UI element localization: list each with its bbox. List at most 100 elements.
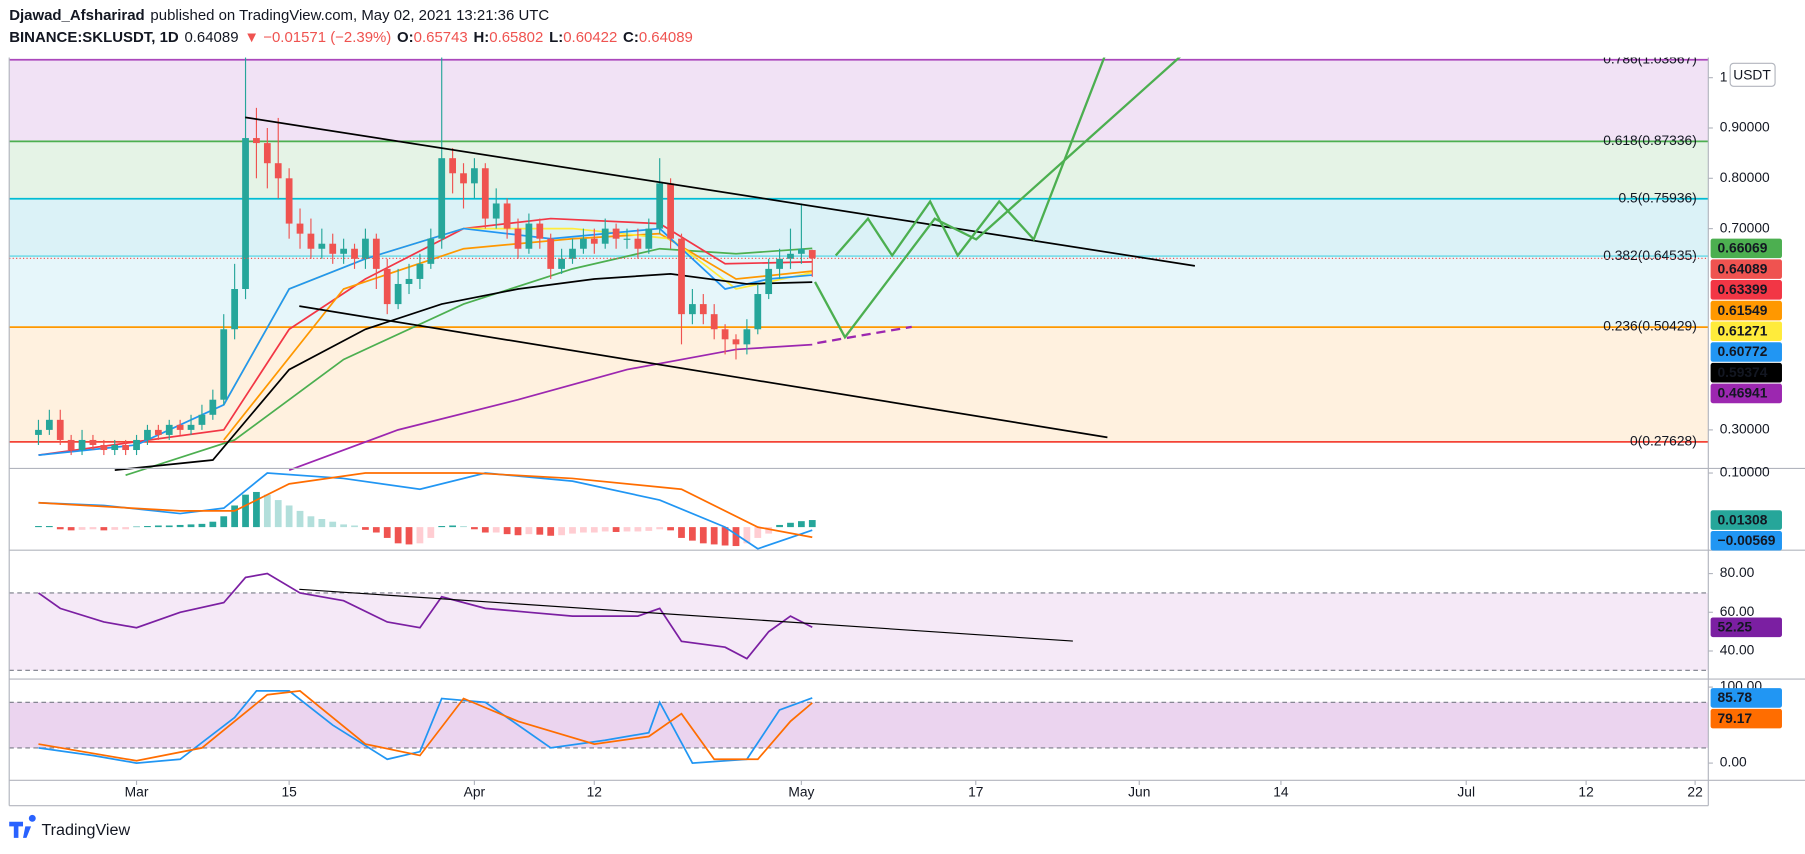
fib-band — [9, 198, 1709, 257]
indicator-line — [38, 472, 813, 539]
price-tag — [1710, 321, 1782, 342]
candle-body — [645, 228, 653, 249]
backgrounds: 0.786(1.03567)0.618(0.87336)0.5(0.75936)… — [9, 50, 1709, 749]
price-tag-label: 0.01308 — [1718, 511, 1768, 527]
candle-body — [569, 248, 576, 259]
histogram-bar — [56, 527, 64, 530]
price-tag-label: −0.00569 — [1718, 532, 1776, 548]
histogram-bar — [122, 527, 130, 530]
x-tick-label: 22 — [1687, 784, 1702, 800]
author: Djawad_Afsharirad — [9, 7, 144, 24]
candle-body — [100, 444, 108, 451]
candle-body — [111, 444, 119, 451]
close: 0.64089 — [639, 29, 693, 46]
histogram-bar — [209, 521, 217, 528]
indicator-line — [114, 273, 813, 472]
candle-body — [547, 238, 555, 269]
histogram-bar — [721, 527, 729, 546]
candle-body — [623, 238, 631, 240]
histogram-bar — [547, 527, 555, 536]
fib-label: 0.236(0.50429) — [1603, 318, 1697, 334]
price-tag-label: 85.78 — [1718, 689, 1753, 705]
price-tag — [1710, 280, 1782, 300]
candle-body — [787, 253, 794, 259]
price-tag — [1710, 342, 1782, 362]
band — [9, 592, 1709, 671]
symbol-line: BINANCE:SKLUSDT, 1D 0.64089 ▼ −0.01571 (−2… — [9, 29, 693, 46]
candle-body — [514, 228, 522, 249]
candle-body — [362, 238, 369, 259]
candle-body — [383, 268, 391, 305]
histogram-bar — [198, 523, 206, 528]
candle-body — [558, 258, 565, 269]
histogram-bar — [351, 525, 358, 528]
histogram-bar — [601, 527, 609, 532]
projection-path — [834, 54, 1107, 258]
axes: USDT Mar 15 Apr 12 May 17 Jun 14 Jul 12 22 1 0.90000… — [8, 57, 1805, 807]
histogram-bar — [743, 527, 751, 544]
price-tag — [1710, 688, 1782, 708]
histogram-bar — [78, 527, 86, 530]
x-tick-label: Jul — [1457, 784, 1475, 800]
candle-body — [176, 424, 184, 430]
histogram-bar — [623, 527, 631, 532]
histogram-bar — [656, 527, 664, 530]
histogram-bar — [460, 526, 467, 528]
candle-body — [732, 339, 740, 345]
histogram-bar — [787, 522, 794, 528]
high: 0.65802 — [489, 29, 543, 46]
price-tag — [1710, 708, 1782, 729]
indicator-line — [125, 247, 813, 477]
trend-line — [299, 305, 1108, 439]
header: Djawad_Afsharirad published on TradingVie… — [9, 7, 693, 46]
y-tick-label: 80.00 — [1720, 564, 1755, 580]
candle-body — [220, 329, 228, 400]
price-tags: 0.66069 0.64089 0.63399 0.61549 0.61271 0.607… — [1710, 238, 1782, 729]
candle-body — [481, 168, 489, 219]
y-tick-label: 1 — [1720, 68, 1728, 84]
ma-extension — [817, 325, 912, 345]
candle-body — [808, 250, 816, 259]
histogram-bar — [405, 527, 413, 545]
candle-body — [144, 429, 151, 440]
x-tick-label: Jun — [1128, 784, 1150, 800]
indicator-line — [38, 227, 813, 456]
histogram-bar — [765, 527, 773, 534]
candle-body — [678, 238, 685, 315]
histogram-bar — [329, 521, 337, 528]
indicator-line — [288, 343, 813, 471]
published: published on TradingView.com, May 02, 20… — [150, 7, 549, 24]
candle-body — [253, 138, 260, 144]
histogram-bar — [187, 524, 195, 528]
brand: TradingView — [41, 821, 130, 839]
histogram-bar — [689, 527, 696, 541]
price-tag — [1710, 383, 1782, 404]
price-tag — [1710, 530, 1782, 551]
indicator-line — [38, 690, 813, 762]
histogram-bar — [67, 527, 75, 531]
price-tag-label: 0.61271 — [1718, 322, 1768, 338]
candle-body — [307, 233, 315, 249]
candle-body — [198, 414, 206, 425]
candle-body — [656, 183, 664, 229]
y-tick-label: 0.10000 — [1720, 464, 1770, 480]
histogram-bar — [449, 525, 456, 528]
x-tick-label: 15 — [281, 784, 297, 800]
fib-label: 0(0.27628) — [1630, 432, 1697, 448]
y-tick-label: 0.90000 — [1720, 119, 1770, 135]
candle-body — [710, 314, 718, 330]
histogram-bar — [699, 527, 707, 544]
histogram-bar — [645, 527, 653, 531]
x-tick-label: May — [788, 784, 814, 800]
candle-body — [318, 243, 326, 249]
candle-body — [67, 439, 75, 451]
histogram-bar — [590, 527, 598, 533]
low: 0.60422 — [563, 29, 617, 46]
candle-body — [187, 424, 195, 430]
histogram-bar — [471, 527, 478, 530]
price-tag-label: 0.61549 — [1718, 302, 1768, 318]
histogram-bar — [536, 527, 544, 535]
histogram-bar — [340, 524, 348, 528]
indicator-line — [38, 472, 813, 550]
